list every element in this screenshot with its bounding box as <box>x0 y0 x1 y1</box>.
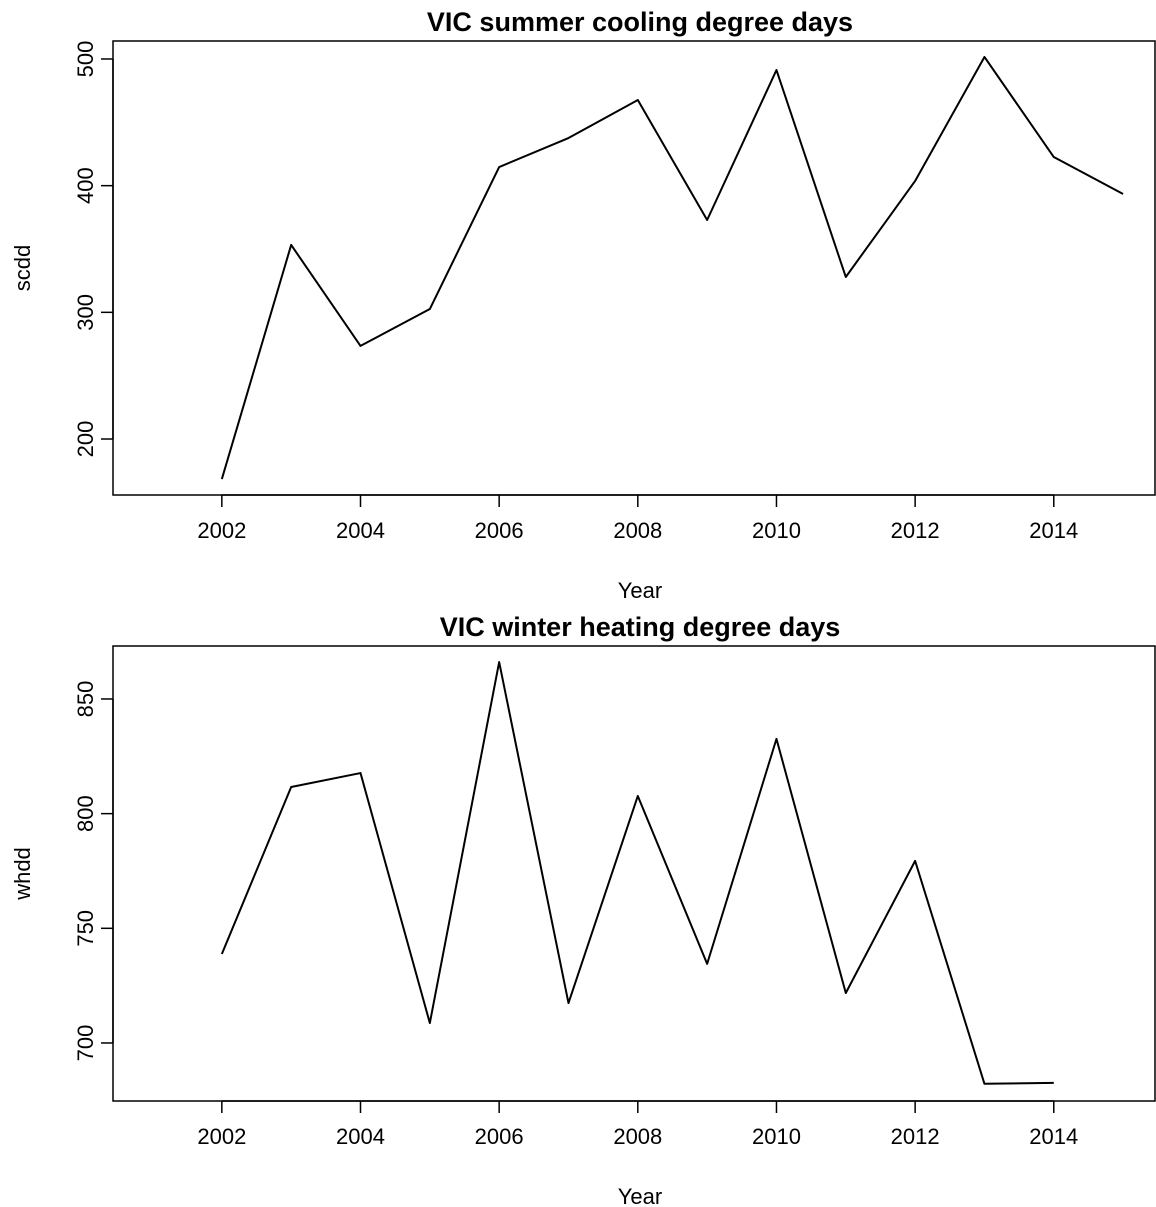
x-tick-label: 2010 <box>752 1124 801 1149</box>
x-tick-label: 2014 <box>1029 1124 1078 1149</box>
chart-title: VIC summer cooling degree days <box>427 7 853 37</box>
x-tick-label: 2004 <box>336 518 385 543</box>
y-tick-label: 750 <box>73 910 98 947</box>
data-line <box>220 55 1124 480</box>
data-line <box>220 661 1054 1085</box>
x-axis-label: Year <box>618 1184 662 1207</box>
x-tick-label: 2008 <box>613 518 662 543</box>
y-tick-label: 300 <box>73 294 98 331</box>
x-tick-label: 2012 <box>891 518 940 543</box>
x-axis-label: Year <box>618 578 662 603</box>
y-tick-label: 700 <box>73 1025 98 1062</box>
y-tick-label: 400 <box>73 167 98 204</box>
y-tick-label: 800 <box>73 795 98 832</box>
x-tick-label: 2006 <box>475 1124 524 1149</box>
x-tick-label: 2002 <box>197 518 246 543</box>
plot-frame <box>112 40 1156 496</box>
x-tick-label: 2006 <box>475 518 524 543</box>
x-tick-label: 2012 <box>891 1124 940 1149</box>
y-axis-label: scdd <box>10 245 35 291</box>
y-axis-label: whdd <box>10 847 35 901</box>
y-tick-label: 850 <box>73 681 98 718</box>
x-tick-label: 2004 <box>336 1124 385 1149</box>
y-tick-label: 200 <box>73 421 98 458</box>
x-tick-label: 2010 <box>752 518 801 543</box>
y-tick-label: 500 <box>73 41 98 78</box>
x-tick-label: 2008 <box>613 1124 662 1149</box>
x-tick-label: 2002 <box>197 1124 246 1149</box>
chart-title: VIC winter heating degree days <box>440 612 841 642</box>
plot-frame <box>112 645 1156 1102</box>
x-tick-label: 2014 <box>1029 518 1078 543</box>
